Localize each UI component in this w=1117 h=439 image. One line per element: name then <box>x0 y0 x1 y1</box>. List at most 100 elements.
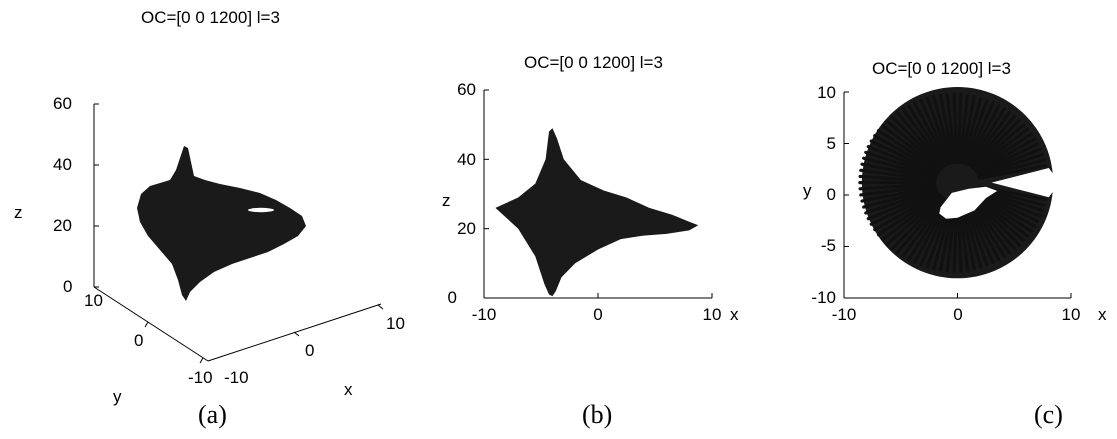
panel-c-spoke <box>975 190 1040 223</box>
panel-c-spoke <box>973 127 1030 171</box>
panel-c-spoke <box>869 139 940 175</box>
panel-c-spoke <box>969 114 1017 169</box>
panel-c-spoke <box>968 110 1012 168</box>
panel-a-y-axis <box>93 286 209 362</box>
panel-c-spoke <box>971 118 1021 169</box>
panel-c-spoke <box>864 150 938 178</box>
panel-a-x-tick-label: 0 <box>305 341 314 360</box>
panel-c-spoke <box>860 162 937 180</box>
panel-c-spoke <box>901 107 947 168</box>
panel-c-x-tick-label: -10 <box>832 305 857 324</box>
panel-a-y-tick-label: 0 <box>134 331 143 350</box>
panel-a-x-tick <box>377 304 384 310</box>
panel-c-spoke <box>881 124 942 171</box>
panel-c-spoke <box>972 195 1026 243</box>
panel-c-caption: (c) <box>1034 400 1063 429</box>
panel-c-spoke <box>958 93 970 164</box>
panel-a-point-cloud <box>137 146 306 301</box>
panel-a-z-label: z <box>14 203 23 222</box>
panel-c-spoke <box>873 134 940 174</box>
panel-c-spoke <box>925 96 953 165</box>
panel-a-y-tick <box>199 357 204 364</box>
panel-c-spoke <box>972 123 1026 170</box>
panel-b-x-label: x <box>730 305 739 324</box>
panel-a: OC=[0 0 1200] l=3 0 20 40 60 z 10 0 -10 … <box>14 8 405 429</box>
panel-c-spoke <box>895 197 946 255</box>
panel-c-y-tick-label: -10 <box>811 288 836 307</box>
panel-a-z-tick-label: 40 <box>53 155 72 174</box>
panel-c-ticks <box>843 91 1072 299</box>
panel-c-spoke <box>945 92 957 164</box>
panel-c-hole <box>939 186 998 219</box>
panel-c-spoke <box>907 198 948 261</box>
panel-c-gap <box>991 168 1060 198</box>
panel-c-spoke <box>864 188 938 215</box>
panel-c-spoke <box>859 183 937 197</box>
panel-c-x-tick-label: 0 <box>953 305 962 324</box>
panel-a-z-tick-label: 20 <box>53 216 72 235</box>
panel-c-spoke <box>866 145 939 176</box>
panel-b-y-tick-label: 60 <box>457 80 476 99</box>
panel-c-x-tick-label: 10 <box>1062 305 1081 324</box>
panel-a-caption: (a) <box>198 400 227 429</box>
panel-a-hole <box>248 207 274 213</box>
panel-b-caption: (b) <box>582 400 612 429</box>
panel-c-spoke <box>913 101 950 166</box>
panel-c-spoke <box>866 189 939 221</box>
panel-c-spoke <box>876 128 941 173</box>
panel-c-spoke <box>890 196 944 251</box>
panel-c-spoke <box>978 164 1048 180</box>
panel-c-spoke <box>973 194 1030 238</box>
panel-b-title: OC=[0 0 1200] l=3 <box>524 53 663 72</box>
panel-c-y-tick-label: 10 <box>817 83 836 102</box>
panel-c-spoke <box>969 197 1017 251</box>
panel-c-spoke <box>956 92 963 164</box>
panel-b-y-tick-label: 0 <box>448 288 457 307</box>
panel-c-spoke <box>858 182 937 191</box>
panel-c-spoke <box>977 158 1046 179</box>
panel-a-y-label: y <box>113 387 122 406</box>
panel-c: OC=[0 0 1200] l=3 -10 -5 0 5 10 -10 0 10… <box>803 59 1107 429</box>
panel-c-title: OC=[0 0 1200] l=3 <box>872 59 1011 78</box>
panel-a-x-label: x <box>344 380 353 399</box>
panel-a-z-tick-label: 0 <box>63 277 72 296</box>
panel-c-spoke <box>964 101 995 166</box>
panel-c-spoke <box>881 194 942 242</box>
panel-c-spoke <box>862 186 938 209</box>
panel-c-spoke <box>975 142 1040 175</box>
panel-c-y-tick-label: -5 <box>821 236 836 255</box>
panel-c-spoke <box>919 98 951 166</box>
panel-c-spoke <box>971 196 1021 247</box>
panel-c-spoke <box>901 198 947 258</box>
panel-c-y-tick-label: 5 <box>827 134 836 153</box>
panel-c-spoke <box>952 92 959 164</box>
panel-c-spoke <box>975 191 1037 228</box>
panel-c-spoke <box>938 93 956 164</box>
panel-a-y-tick <box>144 321 149 328</box>
panel-c-spoke <box>895 111 946 169</box>
panel-c-spoke <box>974 193 1033 233</box>
panel-c-spoke <box>885 195 943 246</box>
panel-c-spoke <box>869 190 940 226</box>
panel-c-spoke <box>975 137 1037 174</box>
panel-b: OC=[0 0 1200] l=3 0 20 40 60 -10 0 10 z … <box>442 53 739 429</box>
panel-c-spoke <box>876 193 941 237</box>
panel-c-x-label: x <box>1098 305 1107 324</box>
panel-c-spoke <box>968 198 1012 255</box>
panel-b-x-tick-label: 10 <box>703 305 722 324</box>
panel-b-y-tick-label: 20 <box>457 219 476 238</box>
panel-c-spoke <box>885 119 943 170</box>
panel-c-spoke <box>873 191 940 232</box>
panel-a-z-tick-label: 60 <box>53 94 72 113</box>
panel-c-y-tick-label: 0 <box>827 185 836 204</box>
panel-c-spoke <box>860 185 937 203</box>
panel-c-spoke <box>965 104 1001 166</box>
panel-a-y-tick-label: 10 <box>84 291 103 310</box>
panel-a-title: OC=[0 0 1200] l=3 <box>141 8 280 27</box>
panel-b-point-cloud <box>495 128 699 297</box>
panel-c-spoke <box>967 107 1006 167</box>
panel-c-spoke <box>862 156 938 179</box>
panel-c-spoke <box>962 98 989 165</box>
panel-b-ticks <box>483 89 713 299</box>
